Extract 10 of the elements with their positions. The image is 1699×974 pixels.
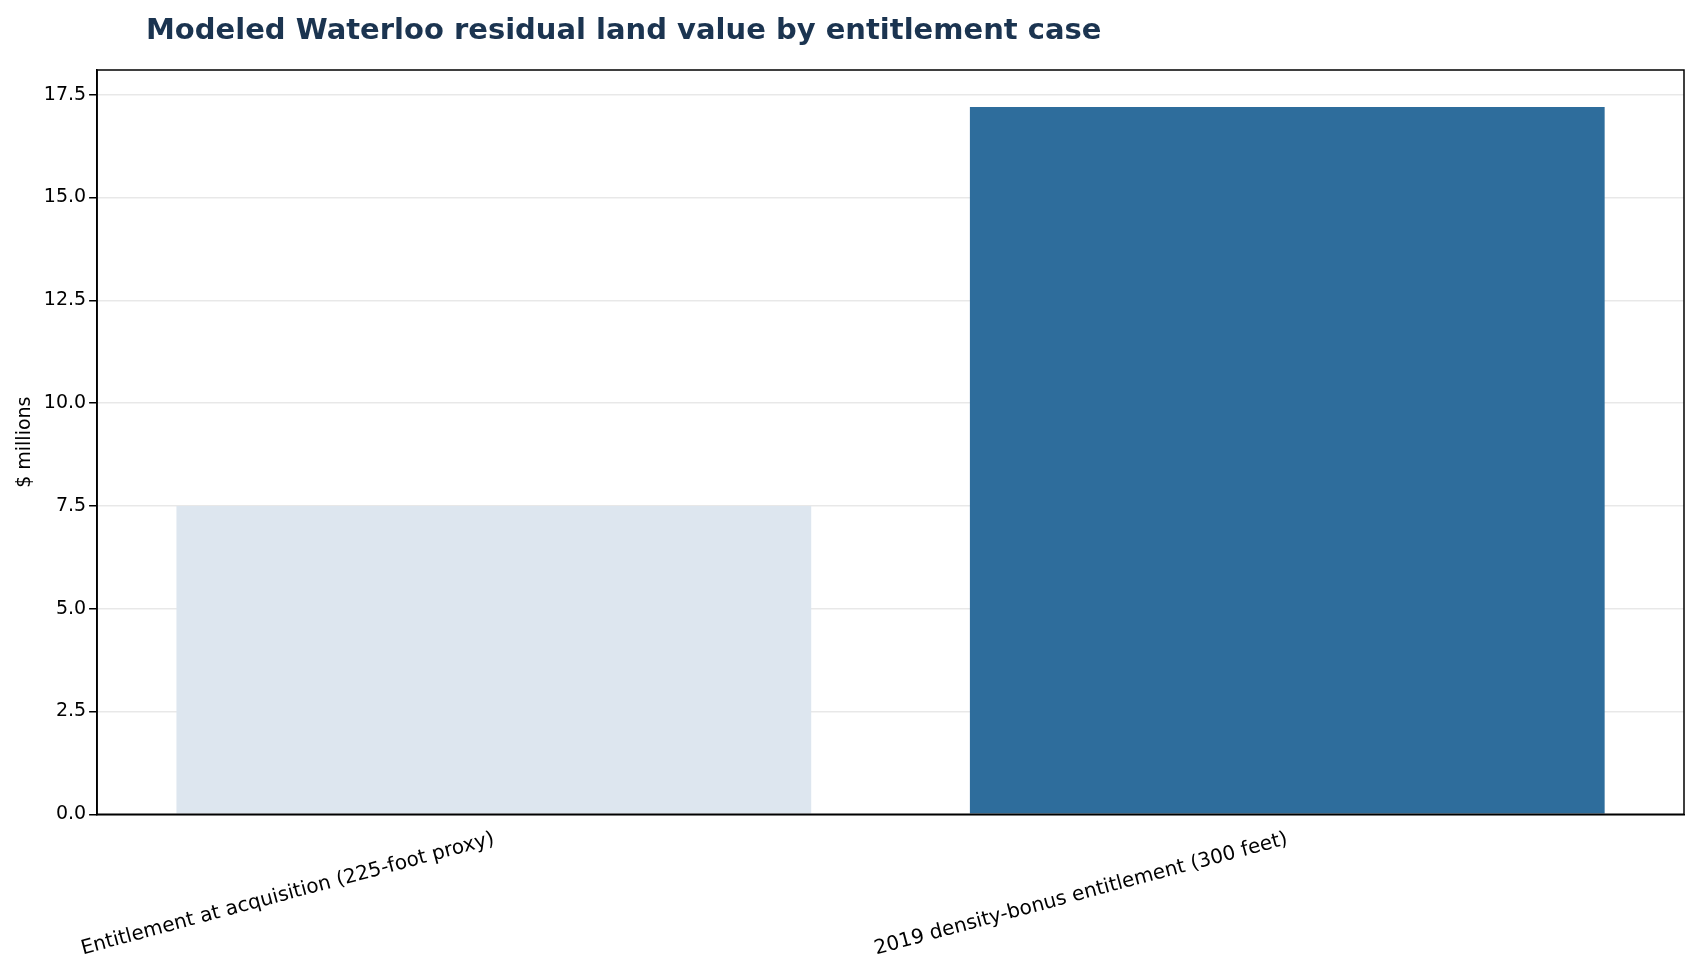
y-tick-label: 10.0 <box>43 390 87 413</box>
y-tick-label: 7.5 <box>55 492 87 515</box>
chart-title: Modeled Waterloo residual land value by entitlement case <box>146 12 1102 46</box>
y-axis-title: $ millions <box>12 396 35 488</box>
y-tick-label: 0.0 <box>55 801 87 824</box>
y-tick-label: 5.0 <box>55 595 87 618</box>
y-tick-label: 17.5 <box>43 81 87 104</box>
y-tick-label: 12.5 <box>43 287 87 310</box>
y-tick-label: 15.0 <box>43 184 87 207</box>
y-tick-label: 2.5 <box>55 698 87 721</box>
